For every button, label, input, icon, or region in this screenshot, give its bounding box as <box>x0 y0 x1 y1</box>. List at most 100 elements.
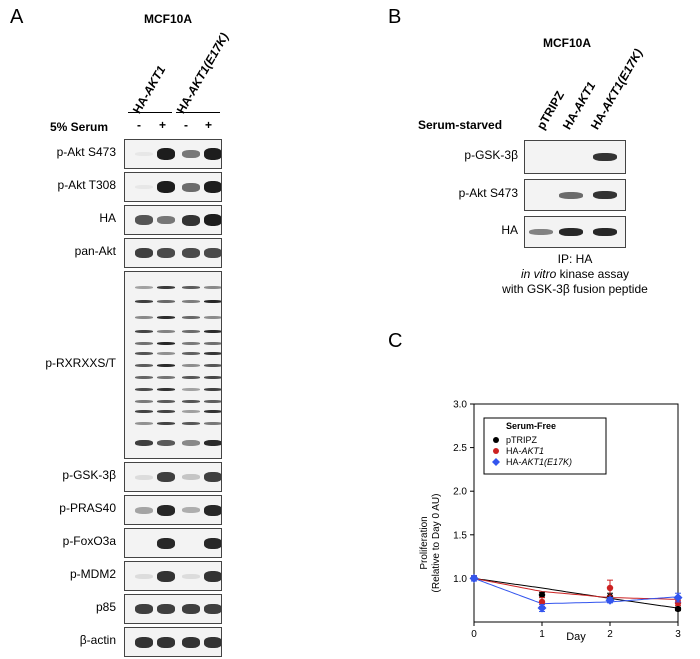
legend-title: Serum-Free <box>506 421 556 431</box>
blot-band <box>204 300 221 303</box>
blot-b-label: p-Akt S473 <box>458 186 518 200</box>
blot-band <box>182 215 200 226</box>
blot-a-label: HA <box>99 211 116 225</box>
blot-band <box>135 507 153 514</box>
blot-a-label: p-RXRXXS/T <box>45 356 116 370</box>
blot-band <box>135 330 153 333</box>
blot-a-label: p-Akt S473 <box>56 145 116 159</box>
blot-b-strip <box>524 140 626 174</box>
blot-a-label: p-Akt T308 <box>57 178 116 192</box>
blot-a-label: β-actin <box>79 633 116 647</box>
lane-gene: AKT1(E17K) <box>598 46 646 114</box>
blot-band <box>204 400 221 403</box>
blot-band <box>204 352 221 355</box>
legend-label: HA-AKT1 <box>506 446 544 456</box>
blot-band <box>157 316 175 319</box>
blot-band <box>182 376 200 379</box>
blot-band <box>182 342 200 345</box>
blot-band <box>157 422 175 425</box>
blot-band <box>204 214 221 226</box>
blot-band <box>204 538 221 549</box>
blot-b-strip <box>524 179 626 211</box>
legend-label: pTRIPZ <box>506 435 538 445</box>
blot-band <box>157 505 175 516</box>
blot-band <box>204 571 221 582</box>
blot-a-label: p-MDM2 <box>69 567 116 581</box>
blot-a-strip <box>124 205 222 235</box>
blot-band <box>135 286 153 289</box>
blot-band <box>157 410 175 413</box>
blot-band <box>204 388 221 391</box>
panel-a-condition-label: 5% Serum <box>50 120 109 134</box>
blot-band <box>157 472 175 482</box>
data-point <box>538 598 546 606</box>
lane-gene: AKT1 <box>140 63 169 98</box>
panel-b-letter: B <box>388 6 402 28</box>
caption-rest: kinase assay <box>556 267 630 281</box>
blot-a-strip <box>124 627 222 657</box>
blot-a-label: p85 <box>95 600 116 614</box>
blot-band <box>135 152 153 156</box>
blot-band <box>157 400 175 403</box>
fit-curve <box>473 577 679 600</box>
blot-band <box>135 342 153 345</box>
blot-band <box>204 422 221 425</box>
data-point <box>674 605 682 613</box>
panel-a-cell-line: MCF10A <box>144 12 193 26</box>
blot-band <box>182 410 200 413</box>
cond-a-1: - <box>137 118 141 132</box>
data-point <box>673 593 683 603</box>
cond-a-4: + <box>205 118 213 132</box>
blot-a-strip <box>124 528 222 558</box>
legend-label: HA-AKT1(E17K) <box>506 457 572 467</box>
blot-band <box>182 248 200 258</box>
data-point <box>538 591 546 599</box>
cond-a-3: - <box>184 118 188 132</box>
lane-gene: AKT1 <box>570 79 599 114</box>
blot-band <box>182 352 200 355</box>
blot-band <box>157 216 175 224</box>
blot-band <box>157 388 175 391</box>
y-tick-label: 3.0 <box>453 400 467 411</box>
blot-band <box>157 286 175 289</box>
blot-band <box>135 637 153 648</box>
blot-band <box>559 192 583 199</box>
blot-a-label: p-GSK-3β <box>62 468 116 482</box>
blot-band <box>182 364 200 367</box>
blot-band <box>135 364 153 367</box>
blot-a-strip <box>124 271 222 459</box>
blot-a-label: p-FoxO3a <box>62 534 116 548</box>
blot-band <box>157 148 175 160</box>
blot-band <box>182 388 200 391</box>
blot-band <box>204 316 221 319</box>
blot-b-label: p-GSK-3β <box>464 148 518 162</box>
blot-band <box>559 228 583 236</box>
blot-a-strip <box>124 238 222 268</box>
blot-band <box>182 150 200 158</box>
panel-a-letter: A <box>10 6 24 28</box>
chart-fit-curves <box>473 577 679 609</box>
x-tick-label: 3 <box>675 629 681 640</box>
blot-band <box>157 440 175 446</box>
blot-band <box>135 410 153 413</box>
y-tick-label: 2.0 <box>453 487 467 498</box>
blot-band <box>182 300 200 303</box>
blot-band <box>135 604 153 614</box>
blot-band <box>182 507 200 513</box>
blot-a-strip <box>124 139 222 169</box>
fit-curve <box>473 577 679 605</box>
panel-b-caption: IP: HA in vitro kinase assay with GSK-3β… <box>495 252 655 297</box>
blot-band <box>135 475 153 480</box>
blot-band <box>182 604 200 614</box>
data-point <box>674 599 682 607</box>
blot-band <box>182 286 200 289</box>
blot-band <box>157 342 175 345</box>
panel-a-lane-group-2: HA-AKT1(E17K) <box>174 30 231 116</box>
lane-gene: AKT1(E17K) <box>184 30 232 98</box>
blot-b-strip <box>524 216 626 248</box>
blot-band <box>204 181 221 193</box>
blot-band <box>182 316 200 319</box>
blot-band <box>135 376 153 379</box>
blot-a-strip <box>124 594 222 624</box>
